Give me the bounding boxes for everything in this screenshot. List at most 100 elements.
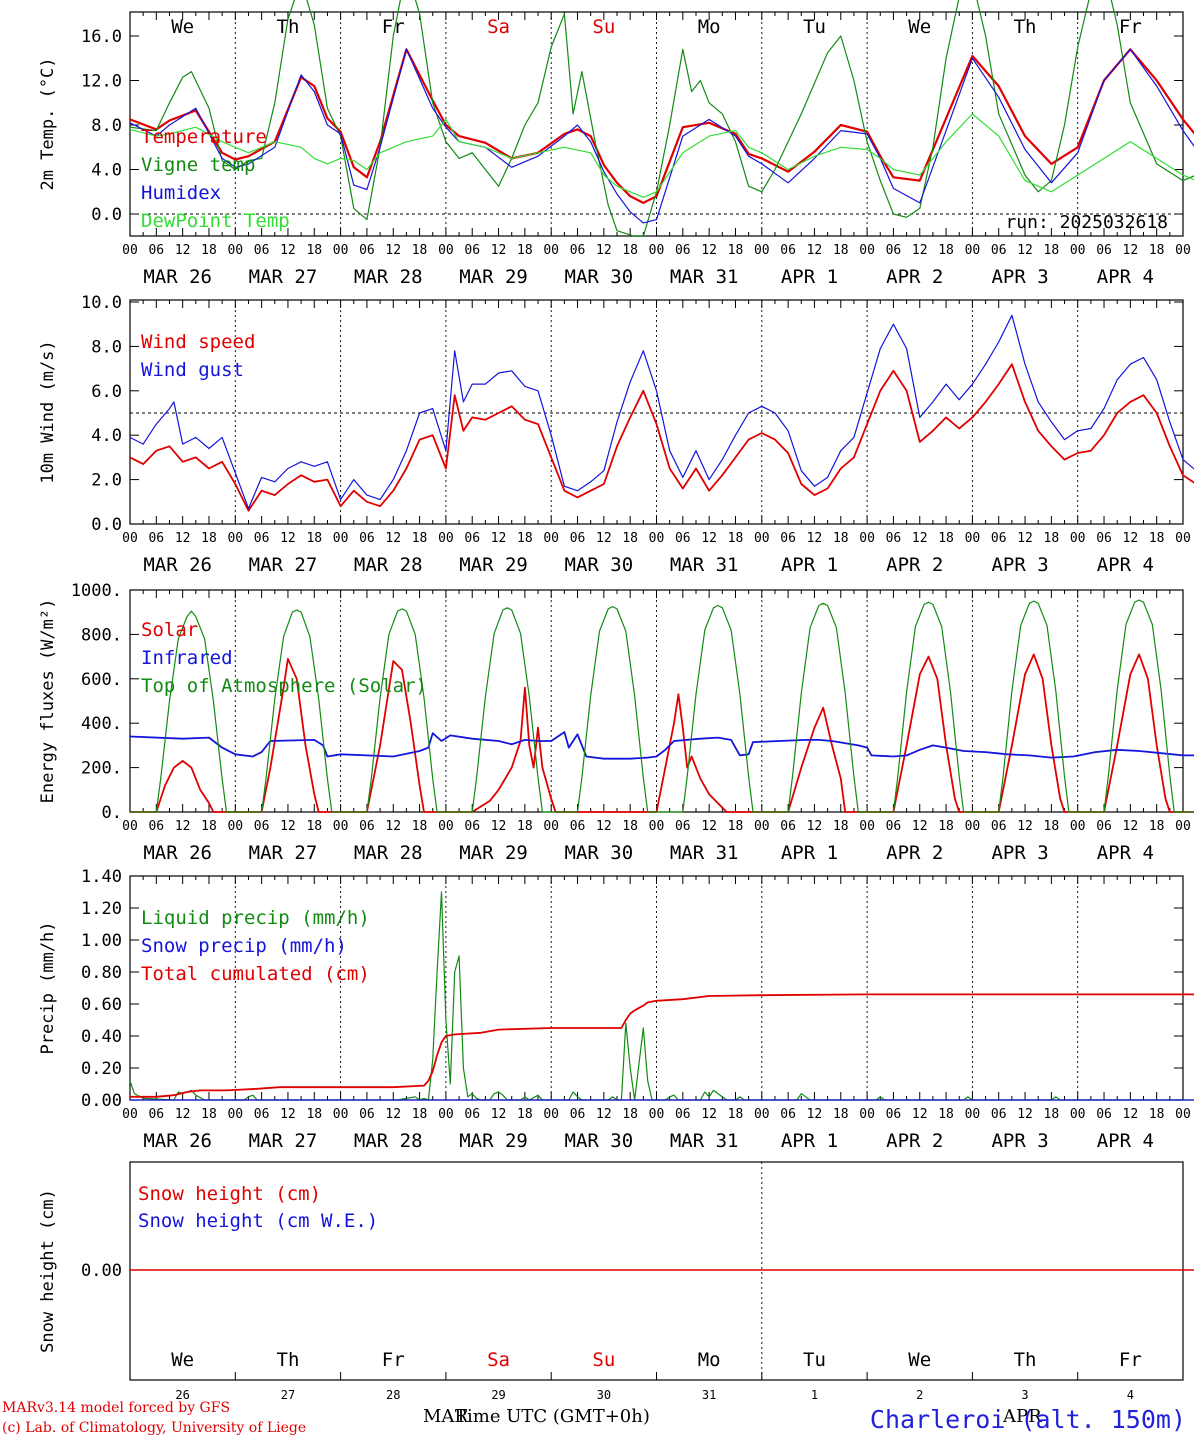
hour-tick-label: 06 (148, 1107, 164, 1122)
hour-tick-label: 06 (464, 531, 480, 546)
hour-tick-label: 00 (1175, 1107, 1191, 1122)
hour-tick-label: 18 (938, 243, 954, 258)
date-label: MAR 26 (143, 266, 212, 288)
hour-tick-label: 00 (438, 243, 454, 258)
credit-line-2: (c) Lab. of Climatology, University of L… (2, 1420, 307, 1436)
hour-tick-label: 18 (622, 819, 638, 834)
y-tick-label: 600. (81, 670, 122, 690)
hour-tick-label: 00 (1070, 1107, 1086, 1122)
legend-entry: Vigne temp (141, 154, 255, 176)
hour-tick-label: 12 (280, 819, 296, 834)
hour-tick-label: 18 (412, 819, 428, 834)
hour-tick-label: 06 (991, 531, 1007, 546)
hour-tick-label: 12 (280, 243, 296, 258)
y-tick-label: 0. (102, 803, 122, 823)
hour-tick-label: 00 (122, 531, 138, 546)
hour-tick-label: 00 (333, 1107, 349, 1122)
y-tick-label: 4.0 (91, 426, 122, 446)
y-tick-label: 0.20 (81, 1059, 122, 1079)
hour-tick-label: 00 (227, 1107, 243, 1122)
series-line (129, 48, 1194, 204)
panel-1: 00 06 12 18 00 06 12 18 00 06 12 18 00 06 12 18 00 06 12 18… (38, 0, 1194, 288)
date-label: APR 3 (991, 554, 1048, 576)
hour-tick-label: 18 (728, 243, 744, 258)
hour-tick-label: 12 (175, 819, 191, 834)
hour-tick-label: 00 (438, 1107, 454, 1122)
hour-tick-label: 06 (464, 1107, 480, 1122)
bottom-axis-title: Time UTC (GMT+0h) (455, 1406, 650, 1427)
series-line (129, 731, 1194, 760)
hour-tick-label: 12 (280, 531, 296, 546)
date-label: MAR 29 (459, 266, 528, 288)
weekday-label: Sa (487, 16, 510, 38)
date-label: APR 3 (991, 266, 1048, 288)
hour-tick-label: 00 (227, 819, 243, 834)
hour-tick-label: 00 (543, 243, 559, 258)
date-label: APR 3 (991, 1130, 1048, 1152)
hour-tick-label: 12 (491, 531, 507, 546)
hour-tick-label: 00 (122, 819, 138, 834)
series-line (130, 599, 1194, 813)
day-number-label: 27 (281, 1388, 295, 1402)
hour-tick-label: 18 (412, 1107, 428, 1122)
y-tick-label: 0.40 (81, 1027, 122, 1047)
hour-tick-label: 06 (464, 819, 480, 834)
hour-tick-label: 12 (491, 243, 507, 258)
weekday-label: We (908, 1349, 931, 1371)
hour-tick-label: 12 (596, 1107, 612, 1122)
hour-tick-label: 00 (543, 1107, 559, 1122)
hour-tick-label: 18 (1044, 819, 1060, 834)
date-label: APR 1 (781, 554, 838, 576)
weekday-label: We (171, 1349, 194, 1371)
weekday-label: Fr (1119, 16, 1142, 38)
date-label: MAR 26 (143, 554, 212, 576)
date-label: APR 1 (781, 1130, 838, 1152)
date-label: APR 4 (1097, 266, 1154, 288)
hour-tick-label: 06 (1096, 819, 1112, 834)
hour-tick-label: 12 (385, 1107, 401, 1122)
legend-entry: Total cumulated (cm) (141, 963, 370, 985)
weekday-label: Th (277, 16, 300, 38)
hour-tick-label: 06 (464, 243, 480, 258)
y-tick-label: 0.60 (81, 995, 122, 1015)
date-label: MAR 29 (459, 1130, 528, 1152)
day-number-label: 31 (702, 1388, 716, 1402)
date-label: MAR 26 (143, 1130, 212, 1152)
date-label: MAR 26 (143, 842, 212, 864)
y-axis-label: 10m Wind (m/s) (38, 340, 58, 483)
hour-tick-label: 06 (780, 1107, 796, 1122)
y-tick-label: 6.0 (91, 382, 122, 402)
series-line (129, 0, 1194, 237)
hour-tick-label: 00 (333, 531, 349, 546)
y-axis-label: Snow height (cm) (38, 1189, 58, 1353)
legend-entry: DewPoint Temp (141, 210, 290, 232)
hour-tick-label: 18 (833, 1107, 849, 1122)
hour-tick-label: 12 (385, 819, 401, 834)
date-label: MAR 30 (565, 1130, 634, 1152)
date-label: APR 1 (781, 266, 838, 288)
credit-line-1: MARv3.14 model forced by GFS (2, 1400, 231, 1416)
hour-tick-label: 18 (938, 819, 954, 834)
y-tick-label: 800. (81, 625, 122, 645)
hour-tick-label: 12 (175, 243, 191, 258)
hour-tick-label: 00 (543, 819, 559, 834)
panel-4: 00 06 12 18 00 06 12 18 00 06 12 18 00 06 12 18 00 06 12 18… (38, 867, 1194, 1152)
hour-tick-label: 06 (675, 819, 691, 834)
hour-tick-label: 18 (938, 1107, 954, 1122)
hour-tick-label: 12 (701, 243, 717, 258)
weekday-label: Th (1014, 1349, 1037, 1371)
hour-tick-label: 00 (438, 531, 454, 546)
hour-tick-label: 00 (1175, 531, 1191, 546)
hour-tick-label: 18 (1044, 531, 1060, 546)
hour-tick-label: 06 (254, 531, 270, 546)
weekday-label: Tu (803, 16, 826, 38)
weekday-label: Sa (487, 1349, 510, 1371)
hour-tick-label: 00 (859, 243, 875, 258)
month-label-right: APR (1003, 1406, 1042, 1427)
hour-tick-label: 00 (543, 531, 559, 546)
hour-tick-label: 06 (991, 819, 1007, 834)
date-label: MAR 27 (249, 266, 318, 288)
hour-tick-label: 12 (1123, 243, 1139, 258)
date-label: MAR 28 (354, 554, 423, 576)
hour-tick-label: 06 (1096, 243, 1112, 258)
